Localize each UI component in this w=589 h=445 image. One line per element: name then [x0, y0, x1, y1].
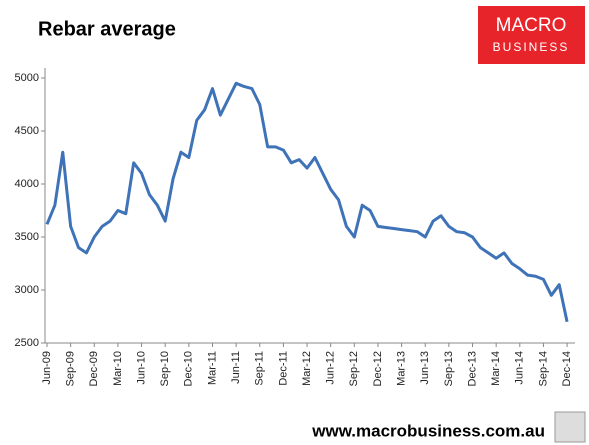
- line-series: [45, 81, 569, 323]
- x-tick-label: Jun-13: [419, 351, 431, 385]
- x-tick-label: Sep-14: [537, 351, 549, 386]
- x-tick-label: Mar-14: [490, 351, 502, 386]
- x-tick-label: Dec-09: [88, 351, 100, 386]
- y-tick-label: 3500: [15, 231, 39, 243]
- x-tick-label: Dec-10: [183, 351, 195, 386]
- x-tick-label: Mar-10: [112, 351, 124, 386]
- logo-text: BUSINESS: [493, 40, 570, 54]
- chart-title: Rebar average: [38, 18, 176, 40]
- x-tick-label: Dec-12: [372, 351, 384, 386]
- x-tick-label: Sep-09: [65, 351, 77, 386]
- x-tick-label: Jun-12: [325, 351, 337, 385]
- logo-box: [478, 6, 585, 64]
- x-tick-label: Jun-09: [41, 351, 53, 385]
- x-tick-label: Sep-13: [443, 351, 455, 386]
- x-tick-label: Jun-14: [514, 351, 526, 385]
- x-tick-label: Sep-11: [254, 351, 266, 386]
- y-tick-label: 2500: [15, 337, 39, 349]
- x-tick-label: Jun-11: [230, 351, 242, 384]
- x-tick-label: Dec-14: [561, 351, 573, 386]
- x-tick-label: Dec-13: [466, 351, 478, 386]
- wolf-icon: [554, 411, 586, 443]
- x-tick-label: Mar-13: [396, 351, 408, 386]
- x-tick-label: Dec-11: [277, 351, 289, 386]
- x-tick-label: Sep-12: [348, 351, 360, 386]
- x-tick-label: Mar-11: [206, 351, 218, 385]
- x-tick-label: Sep-10: [159, 351, 171, 386]
- y-tick-label: 5000: [15, 72, 39, 84]
- y-tick-label: 3000: [15, 284, 39, 296]
- footer: www.macrobusiness.com.au: [311, 421, 545, 440]
- logo-text: MACRO: [496, 15, 567, 36]
- x-tick-label: Jun-10: [135, 351, 147, 385]
- y-tick-label: 4500: [15, 125, 39, 137]
- x-tick-label: Mar-12: [301, 351, 313, 386]
- y-tick-label: 4000: [15, 178, 39, 190]
